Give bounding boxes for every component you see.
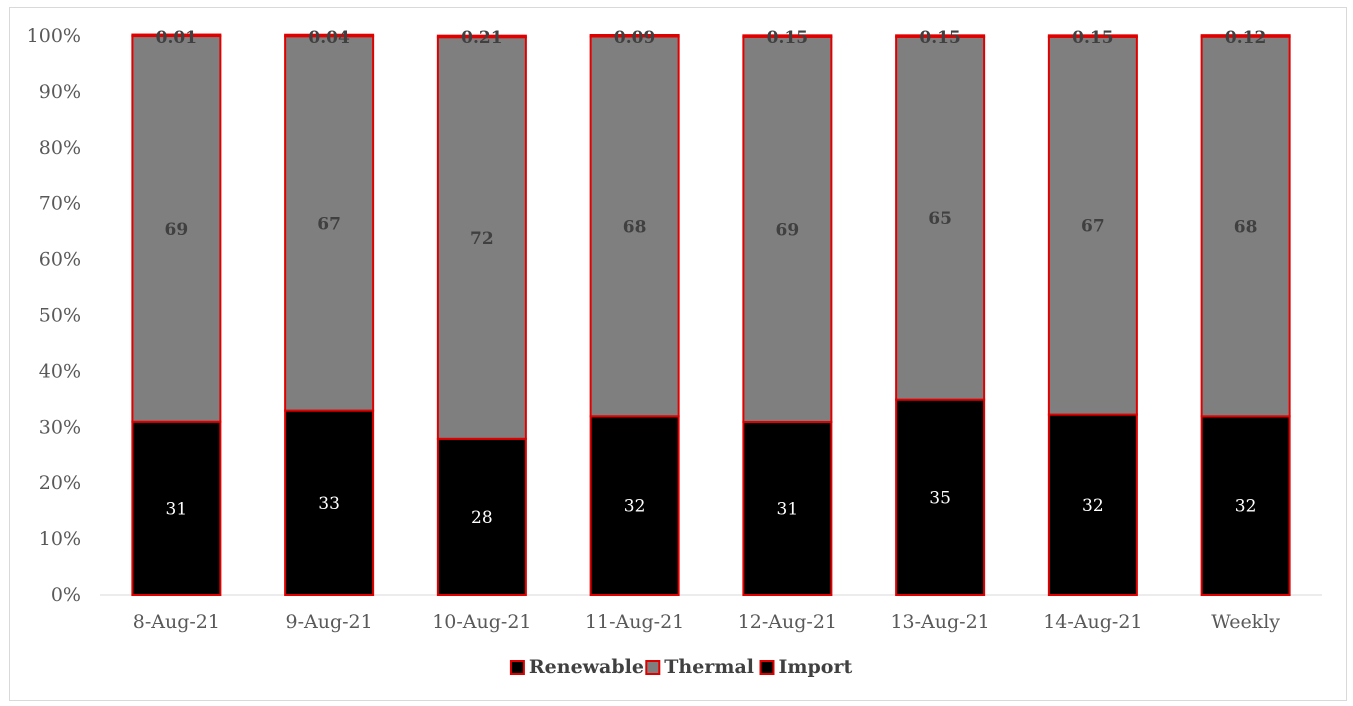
x-tick-label: 11-Aug-21 xyxy=(585,611,684,633)
data-label-renewable: 28 xyxy=(471,508,493,528)
data-label-renewable: 32 xyxy=(624,497,646,517)
y-tick-label: 0% xyxy=(51,584,81,606)
x-tick-label: 8-Aug-21 xyxy=(133,611,220,633)
x-tick-label: 9-Aug-21 xyxy=(286,611,373,633)
legend-label-import: Import xyxy=(779,656,853,678)
x-tick-label: 14-Aug-21 xyxy=(1043,611,1142,633)
data-label-import: 0.12 xyxy=(1225,28,1266,48)
x-tick-label: 13-Aug-21 xyxy=(890,611,989,633)
y-tick-label: 10% xyxy=(39,528,81,550)
data-label-thermal: 69 xyxy=(165,220,189,240)
y-tick-label: 50% xyxy=(39,305,81,327)
x-tick-label: Weekly xyxy=(1211,611,1280,633)
data-label-thermal: 68 xyxy=(623,217,647,237)
data-label-import: 0.09 xyxy=(614,28,655,48)
legend-swatch-import xyxy=(761,661,774,674)
y-tick-label: 80% xyxy=(39,137,81,159)
data-label-renewable: 35 xyxy=(929,488,951,508)
data-label-renewable: 32 xyxy=(1082,496,1104,516)
data-label-thermal: 69 xyxy=(776,220,800,240)
y-tick-label: 60% xyxy=(39,249,81,271)
legend-label-thermal: Thermal xyxy=(664,656,754,678)
data-label-renewable: 32 xyxy=(1235,497,1257,517)
data-label-renewable: 31 xyxy=(166,499,188,519)
legend-swatch-renewable xyxy=(511,661,524,674)
data-label-thermal: 67 xyxy=(317,214,341,234)
y-tick-label: 40% xyxy=(39,360,81,382)
x-tick-label: 10-Aug-21 xyxy=(432,611,531,633)
data-label-import: 0.15 xyxy=(767,28,808,48)
data-label-import: 0.15 xyxy=(1072,28,1113,48)
data-label-import: 0.15 xyxy=(919,28,960,48)
data-label-thermal: 68 xyxy=(1234,218,1258,238)
data-label-thermal: 65 xyxy=(928,209,952,229)
legend-swatch-thermal xyxy=(646,661,659,674)
y-tick-label: 70% xyxy=(39,193,81,215)
data-label-renewable: 31 xyxy=(777,499,799,519)
x-tick-label: 12-Aug-21 xyxy=(738,611,837,633)
y-tick-label: 90% xyxy=(39,81,81,103)
legend-label-renewable: Renewable xyxy=(529,656,644,678)
y-tick-label: 20% xyxy=(39,472,81,494)
data-label-thermal: 67 xyxy=(1081,217,1105,237)
data-label-import: 0.01 xyxy=(156,28,197,48)
y-tick-label: 100% xyxy=(27,25,81,47)
data-label-renewable: 33 xyxy=(318,494,340,514)
data-label-import: 0.04 xyxy=(308,28,350,48)
y-tick-label: 30% xyxy=(39,416,81,438)
data-label-import: 0.21 xyxy=(461,28,502,48)
data-label-thermal: 72 xyxy=(470,229,494,249)
